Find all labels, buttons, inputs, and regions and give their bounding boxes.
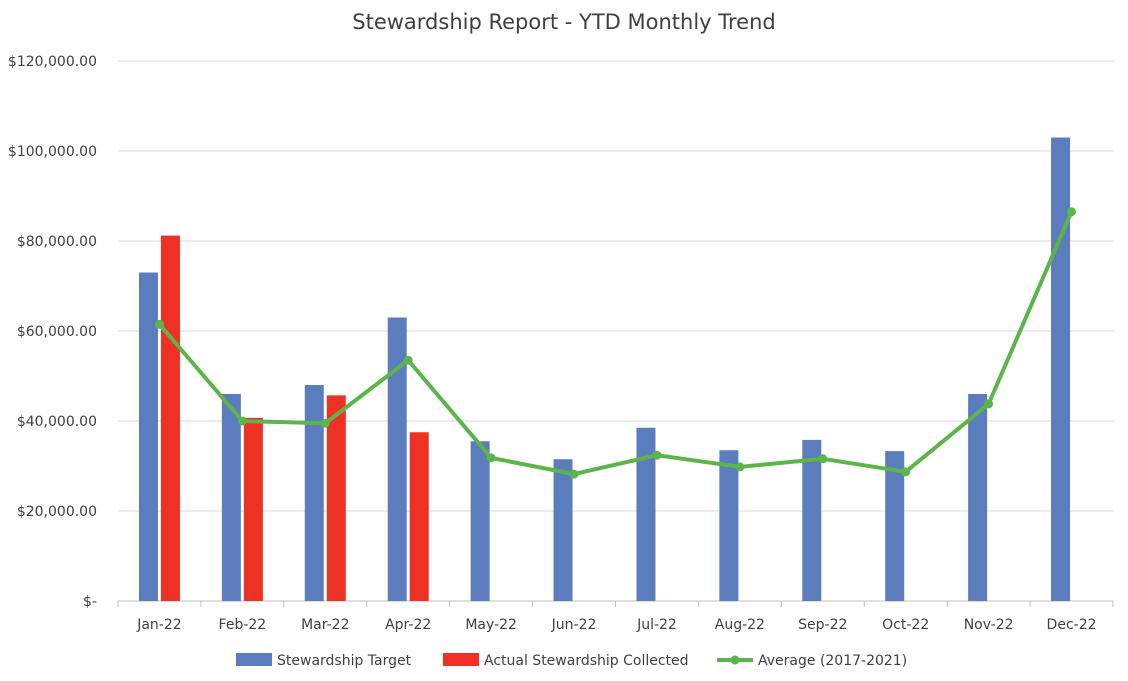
y-tick-label: $20,000.00	[17, 504, 97, 520]
actual-bar	[409, 432, 429, 601]
gridlines	[118, 60, 1113, 602]
average-point	[154, 319, 164, 329]
average-point	[569, 469, 579, 479]
legend-swatch	[236, 653, 272, 666]
legend-label: Average (2017-2021)	[758, 653, 907, 669]
x-tick-label: Jan-22	[136, 617, 181, 633]
y-tick-label: $100,000.00	[8, 144, 97, 160]
legend-marker	[730, 655, 740, 665]
legend-label: Stewardship Target	[277, 653, 412, 669]
bars	[138, 137, 1071, 601]
target-bar	[885, 451, 905, 601]
target-bar	[968, 394, 988, 601]
average-point	[486, 453, 496, 463]
average-point	[403, 355, 413, 365]
legend-swatch	[443, 653, 479, 666]
target-bar	[470, 441, 490, 601]
legend: Stewardship Target Actual Stewardship Col…	[236, 653, 907, 669]
x-axis-ticks: Jan-22 Feb-22 Mar-22 Apr-22 May-22 Jun-22 Jul-…	[117, 601, 1114, 633]
average-point	[320, 418, 330, 428]
y-tick-label: $-	[83, 594, 97, 610]
chart-title: Stewardship Report - YTD Monthly Trend	[352, 10, 776, 34]
target-bar	[553, 459, 573, 601]
y-axis-ticks: $- $20,000.00 $40,000.00 $60,000.00 $80,000.…	[8, 54, 97, 610]
y-tick-label: $120,000.00	[8, 54, 97, 70]
x-tick-label: Jun-22	[551, 617, 597, 633]
legend-label: Actual Stewardship Collected	[484, 653, 689, 669]
x-tick-label: Nov-22	[964, 617, 1014, 633]
target-bar	[387, 317, 407, 601]
average-point	[735, 462, 745, 472]
average-point	[984, 399, 994, 409]
actual-bar	[243, 417, 263, 601]
average-line-path	[157, 210, 1074, 477]
y-tick-label: $40,000.00	[17, 414, 97, 430]
target-bar	[636, 427, 656, 601]
actual-bar	[160, 235, 180, 601]
target-bar	[719, 450, 739, 601]
target-bar	[138, 272, 158, 601]
target-bar	[802, 439, 822, 601]
x-tick-label: Jul-22	[636, 617, 677, 633]
y-tick-label: $80,000.00	[17, 234, 97, 250]
target-bar	[221, 394, 241, 601]
x-tick-label: Apr-22	[385, 617, 431, 633]
target-bar	[304, 385, 324, 601]
x-tick-label: Feb-22	[219, 617, 267, 633]
actual-bar	[326, 395, 346, 601]
average-point	[818, 454, 828, 464]
y-tick-label: $60,000.00	[17, 324, 97, 340]
average-line	[154, 207, 1077, 479]
average-point	[1067, 207, 1077, 217]
x-tick-label: May-22	[465, 617, 517, 633]
target-bar	[1051, 137, 1071, 601]
x-tick-label: Mar-22	[301, 617, 349, 633]
x-tick-label: Oct-22	[882, 617, 929, 633]
x-tick-label: Dec-22	[1047, 617, 1097, 633]
average-point	[652, 450, 662, 460]
x-tick-label: Aug-22	[715, 617, 765, 633]
average-point	[901, 467, 911, 477]
x-tick-label: Sep-22	[798, 617, 847, 633]
average-point	[237, 416, 247, 426]
